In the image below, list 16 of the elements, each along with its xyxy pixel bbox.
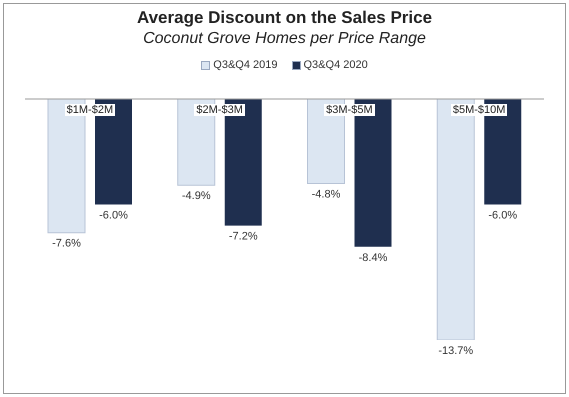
data-label: -7.2% — [228, 230, 258, 243]
chart-title: Average Discount on the Sales Price — [136, 8, 434, 28]
data-label: -13.7% — [438, 345, 474, 357]
data-label: -6.0% — [99, 210, 128, 222]
x-tick-label: $2M-$3M — [194, 104, 245, 116]
chart-subtitle: Coconut Grove Homes per Price Range — [142, 30, 427, 48]
legend-label: Q3&Q4 2019 — [213, 59, 278, 71]
data-label: -8.4% — [358, 252, 388, 264]
data-label: -4.8% — [312, 188, 341, 200]
data-label: -4.9% — [182, 190, 211, 202]
x-tick-label: $1M-$2M — [64, 104, 116, 116]
x-tick-label: $5M-$10M — [450, 104, 508, 116]
legend-label: Q3&Q4 2020 — [304, 59, 368, 71]
data-label: -6.0% — [488, 210, 518, 222]
data-label: -7.6% — [52, 238, 82, 250]
x-tick-label: $3M-$5M — [324, 104, 375, 116]
